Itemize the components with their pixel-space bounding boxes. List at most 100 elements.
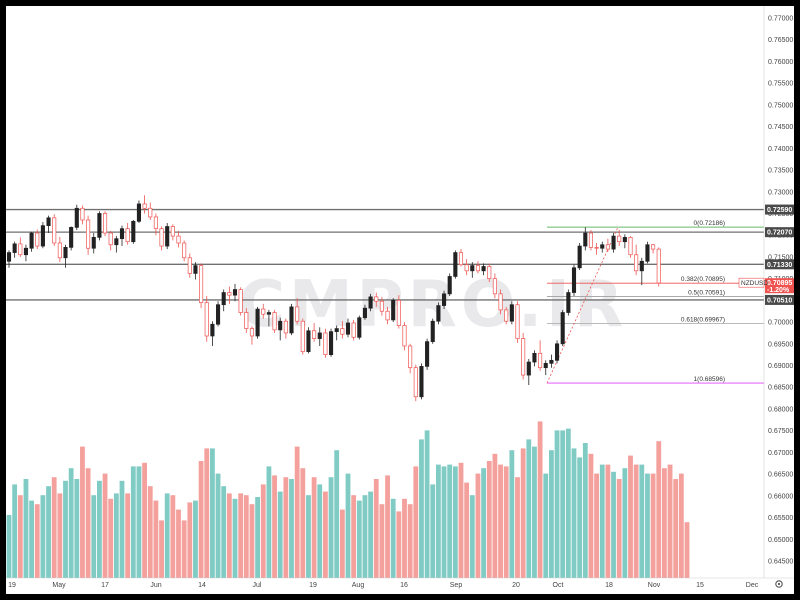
candle-body (182, 242, 187, 259)
level-price-tag (765, 204, 794, 215)
price-tick-label: 0.65000 (768, 537, 793, 544)
candle-body (645, 244, 650, 262)
candle-body (413, 367, 418, 398)
volume-bar (159, 520, 164, 578)
candle-body (458, 252, 464, 266)
level-price-tag-text: 0.72070 (767, 230, 792, 237)
candle (605, 238, 610, 252)
candle-body (125, 228, 130, 243)
time-axis[interactable]: 19 May 17 Jun 14 Jul 19 Aug 16 Sep 20 Oct 18 Nov 15 Dec (8, 582, 759, 589)
price-tick-label: 0.74000 (768, 146, 793, 153)
volume-bar (306, 495, 311, 578)
candle (12, 241, 17, 258)
volume-bar (599, 464, 605, 578)
volume-bar (436, 464, 441, 578)
candle (323, 328, 328, 358)
time-tick-label: May (52, 582, 66, 589)
price-tick-label: 0.67500 (768, 428, 793, 435)
volume-bar (486, 461, 492, 578)
candle (193, 262, 198, 280)
volume-bar (272, 475, 277, 578)
candle-body (91, 237, 96, 249)
volume-bars (6, 421, 690, 578)
candle (46, 215, 51, 234)
candle (656, 247, 661, 287)
candle-body (402, 325, 407, 347)
price-tick-label: 0.70000 (768, 320, 793, 327)
volume-bar (633, 464, 639, 578)
candle-body (187, 257, 192, 274)
candle (357, 315, 362, 340)
candle-body (583, 232, 588, 247)
price-tick-label: 0.64500 (768, 559, 793, 566)
time-tick-label: Nov (648, 582, 661, 589)
volume-bar (119, 480, 125, 578)
volume-bar (311, 477, 317, 578)
volume-bar (362, 495, 368, 578)
fib-level-label: 0.5(0.70591) (688, 289, 725, 296)
candle (362, 304, 368, 320)
volume-bar (667, 464, 673, 578)
candle-body (492, 278, 497, 295)
symbol-tag (738, 277, 765, 288)
candle (532, 350, 537, 367)
candle-body (148, 207, 153, 218)
candle (114, 236, 119, 253)
volume-bar (23, 479, 29, 578)
volume-bar (520, 448, 526, 578)
volume-bar (243, 495, 249, 578)
candle (351, 319, 356, 341)
volume-bar (543, 473, 549, 578)
volume-bar (34, 504, 40, 578)
price-tick-label: 0.76500 (768, 37, 793, 44)
candle (515, 301, 520, 343)
volume-bar (430, 484, 436, 578)
candle (334, 325, 339, 341)
candle-body (526, 361, 531, 376)
candle (278, 317, 283, 341)
time-tick-label: 19 (8, 582, 16, 589)
candle (543, 360, 548, 376)
candle-body (329, 331, 334, 356)
candle-body (656, 248, 661, 284)
volume-bar (130, 466, 136, 578)
candle (283, 318, 288, 339)
candle (136, 200, 142, 224)
candle (187, 253, 192, 278)
candle-body (74, 207, 79, 228)
candle-body (35, 232, 40, 247)
volume-bar (526, 439, 532, 578)
volume-bar (113, 493, 119, 578)
candle (306, 327, 311, 354)
volume-bar (193, 500, 198, 578)
candle-body (334, 328, 339, 332)
candle (521, 332, 526, 380)
time-tick-label: Jul (253, 582, 262, 589)
candle-body (295, 306, 300, 322)
candle-body (515, 304, 520, 339)
volume-bar (198, 461, 204, 578)
price-tick-label: 0.74500 (768, 124, 793, 131)
settings-button[interactable] (775, 580, 783, 588)
candle-body (408, 345, 413, 369)
volume-bar (441, 466, 447, 578)
candle (329, 328, 334, 357)
candle-body (193, 265, 198, 274)
time-tick-label: 19 (309, 582, 317, 589)
volume-bar (91, 495, 97, 578)
volume-bar (339, 509, 345, 578)
candle (108, 230, 113, 251)
candlestick-chart[interactable]: CMPRO.IR 0(0.72186)0.382(0.70895)0.5(0.7… (6, 6, 794, 594)
volume-bar (390, 498, 396, 578)
candle (23, 244, 29, 262)
candle (645, 241, 650, 264)
volume-bar (554, 430, 560, 578)
candle-body (261, 308, 266, 315)
candle-body (102, 213, 108, 234)
volume-bar (328, 477, 334, 578)
volume-bar (57, 493, 63, 578)
candle (232, 283, 238, 302)
volume-bar (266, 466, 272, 578)
candle-body (447, 276, 452, 295)
price-tick-label: 0.73500 (768, 168, 793, 175)
